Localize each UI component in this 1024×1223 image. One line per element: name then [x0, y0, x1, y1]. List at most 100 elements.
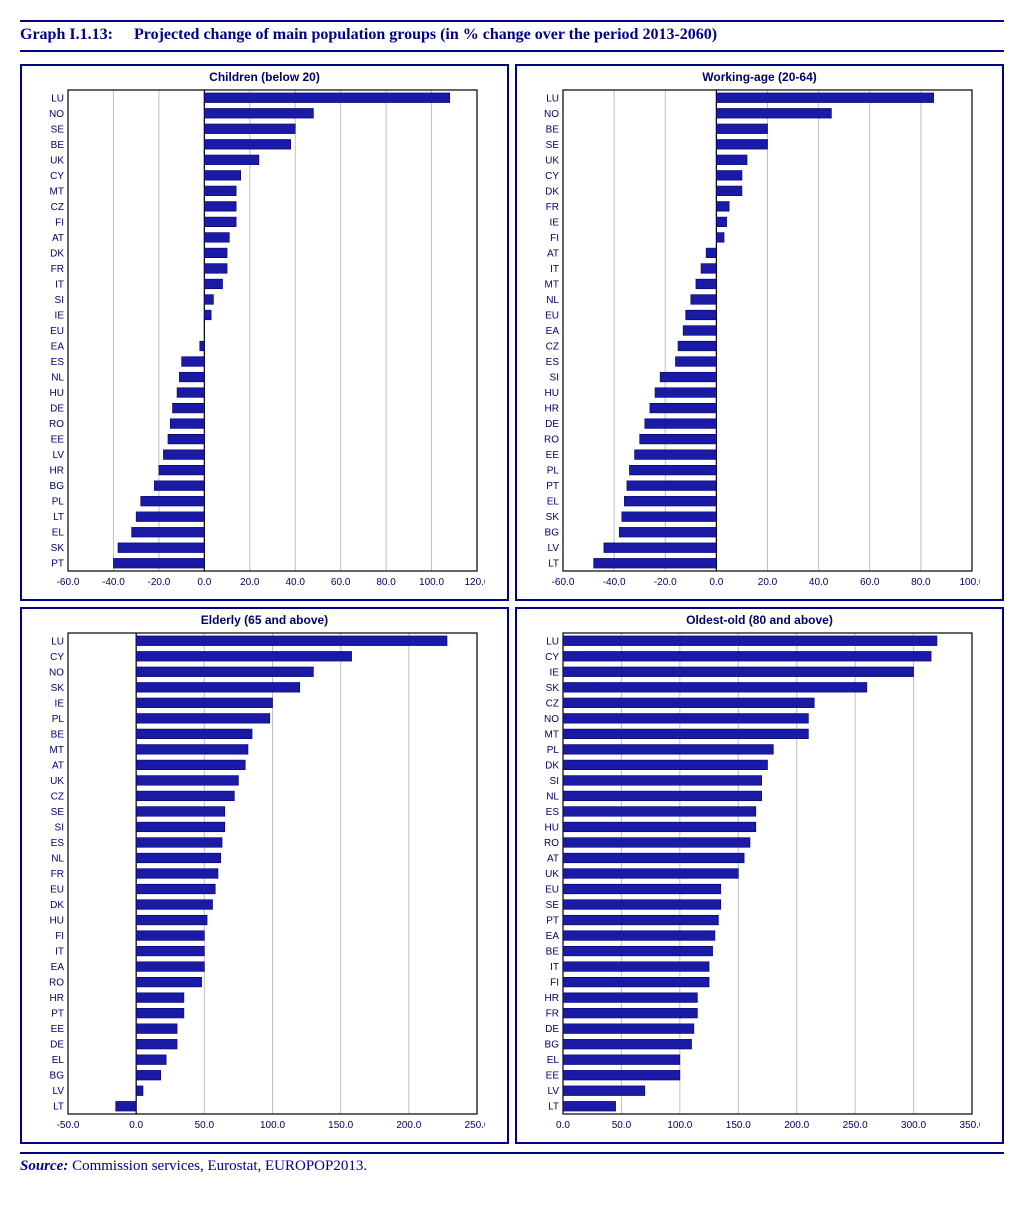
svg-text:HR: HR — [545, 993, 559, 1004]
chart-working-age: -60.0-40.0-20.00.020.040.060.080.0100.0L… — [525, 86, 994, 591]
svg-text:LV: LV — [548, 1086, 560, 1097]
svg-text:EL: EL — [547, 1055, 560, 1066]
svg-text:60.0: 60.0 — [331, 577, 351, 588]
svg-text:NO: NO — [49, 109, 64, 120]
svg-text:HU: HU — [50, 916, 64, 927]
svg-text:250.0: 250.0 — [843, 1120, 868, 1131]
svg-text:LU: LU — [51, 636, 64, 647]
svg-text:NO: NO — [544, 109, 559, 120]
svg-text:CY: CY — [50, 171, 64, 182]
svg-text:FR: FR — [51, 264, 64, 275]
chart-grid: Children (below 20) -60.0 -40.0 -20.0 0.0 20… — [20, 64, 1004, 1144]
svg-text:IT: IT — [55, 947, 64, 958]
svg-text:EL: EL — [547, 497, 560, 508]
svg-text:AT: AT — [547, 248, 559, 259]
svg-text:MT: MT — [50, 745, 64, 756]
svg-text:BE: BE — [546, 947, 560, 958]
svg-text:50.0: 50.0 — [195, 1120, 215, 1131]
svg-text:BE: BE — [546, 124, 560, 135]
svg-text:-20.0: -20.0 — [147, 577, 170, 588]
svg-text:NL: NL — [51, 853, 64, 864]
svg-text:250.0: 250.0 — [464, 1120, 485, 1131]
svg-text:HU: HU — [545, 822, 559, 833]
svg-text:DK: DK — [545, 186, 559, 197]
svg-text:UK: UK — [50, 155, 64, 166]
svg-text:BG: BG — [50, 1071, 65, 1082]
svg-text:0.0: 0.0 — [197, 577, 211, 588]
svg-text:AT: AT — [52, 760, 64, 771]
svg-text:AT: AT — [52, 233, 64, 244]
svg-text:ES: ES — [546, 357, 560, 368]
svg-text:40.0: 40.0 — [809, 577, 829, 588]
svg-text:BE: BE — [51, 729, 65, 740]
svg-text:-60.0: -60.0 — [552, 577, 575, 588]
svg-text:SK: SK — [546, 512, 560, 523]
chart-elderly: -50.00.050.0100.0150.0200.0250.0LUCYNOSK… — [30, 629, 499, 1134]
svg-text:LT: LT — [53, 512, 64, 523]
svg-text:-40.0: -40.0 — [102, 577, 125, 588]
svg-text:0.0: 0.0 — [709, 577, 723, 588]
svg-text:EU: EU — [545, 885, 559, 896]
svg-text:UK: UK — [545, 869, 559, 880]
svg-text:HR: HR — [50, 466, 64, 477]
svg-text:BG: BG — [545, 1040, 560, 1051]
svg-text:EE: EE — [51, 435, 65, 446]
svg-text:PT: PT — [51, 559, 64, 570]
svg-text:-40.0: -40.0 — [603, 577, 626, 588]
svg-text:RO: RO — [544, 435, 559, 446]
svg-text:SE: SE — [546, 900, 560, 911]
chart-oldest-old: 0.050.0100.0150.0200.0250.0300.0350.0LUC… — [525, 629, 994, 1134]
svg-text:EA: EA — [51, 962, 65, 973]
svg-text:EU: EU — [50, 326, 64, 337]
svg-text:PL: PL — [52, 497, 65, 508]
svg-text:EL: EL — [52, 528, 65, 539]
svg-text:50.0: 50.0 — [612, 1120, 632, 1131]
svg-text:EU: EU — [50, 885, 64, 896]
svg-text:-20.0: -20.0 — [654, 577, 677, 588]
svg-text:EE: EE — [546, 450, 560, 461]
svg-text:-60.0: -60.0 — [57, 577, 80, 588]
panel-title: Children (below 20) — [30, 70, 499, 84]
svg-text:EA: EA — [51, 342, 65, 353]
svg-text:BE: BE — [51, 140, 65, 151]
svg-text:HU: HU — [50, 388, 64, 399]
svg-text:HU: HU — [545, 388, 559, 399]
svg-text:LT: LT — [548, 1102, 559, 1113]
svg-text:NO: NO — [49, 667, 64, 678]
svg-text:LV: LV — [53, 450, 65, 461]
svg-text:BG: BG — [545, 528, 560, 539]
svg-text:IE: IE — [55, 310, 65, 321]
svg-text:0.0: 0.0 — [556, 1120, 570, 1131]
svg-text:DK: DK — [50, 248, 64, 259]
chart-children: -60.0-40.0-20.00.020.040.060.080.0100.01… — [30, 86, 499, 591]
source-line: Source: Commission services, Eurostat, E… — [20, 1152, 1004, 1175]
svg-text:20.0: 20.0 — [240, 577, 260, 588]
svg-text:PL: PL — [547, 466, 560, 477]
graph-id: Graph I.1.13: — [20, 26, 130, 44]
svg-text:DE: DE — [545, 419, 559, 430]
svg-text:FI: FI — [550, 233, 559, 244]
svg-text:150.0: 150.0 — [328, 1120, 353, 1131]
svg-text:NL: NL — [51, 373, 64, 384]
svg-text:SI: SI — [550, 373, 559, 384]
svg-text:PT: PT — [51, 1009, 64, 1020]
svg-text:60.0: 60.0 — [860, 577, 880, 588]
svg-text:EA: EA — [546, 931, 560, 942]
panel-title: Working-age (20-64) — [525, 70, 994, 84]
svg-text:EE: EE — [51, 1024, 65, 1035]
svg-text:NL: NL — [546, 791, 559, 802]
panel-children: Children (below 20) -60.0 -40.0 -20.0 0.0 20… — [20, 64, 509, 601]
svg-text:RO: RO — [49, 978, 64, 989]
svg-text:DE: DE — [545, 1024, 559, 1035]
svg-text:MT: MT — [545, 729, 559, 740]
svg-text:LT: LT — [548, 559, 559, 570]
svg-text:CZ: CZ — [51, 202, 64, 213]
svg-text:CY: CY — [545, 652, 559, 663]
panel-elderly: Elderly (65 and above) -50.00.050.0100.0… — [20, 607, 509, 1144]
svg-text:LU: LU — [546, 93, 559, 104]
svg-text:100.0: 100.0 — [260, 1120, 285, 1131]
svg-text:300.0: 300.0 — [901, 1120, 926, 1131]
svg-text:FR: FR — [546, 202, 559, 213]
svg-text:RO: RO — [544, 838, 559, 849]
svg-text:IE: IE — [55, 698, 65, 709]
